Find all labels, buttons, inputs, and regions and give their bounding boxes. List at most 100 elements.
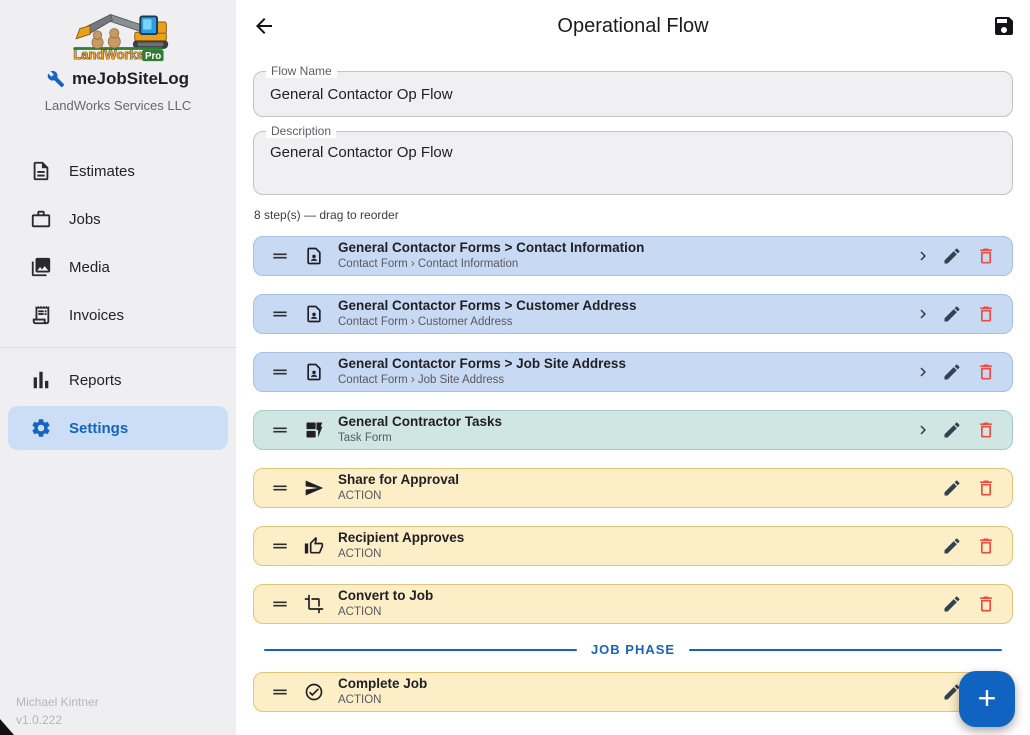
sidebar-item-label: Jobs xyxy=(69,210,101,228)
step-title: General Contactor Forms > Customer Addre… xyxy=(338,298,637,314)
divider-line xyxy=(689,648,1003,651)
cursor-artifact xyxy=(0,719,14,735)
logo-brand-text: LandWorks xyxy=(73,47,144,62)
sidebar-nav: Estimates Jobs Media Invoices Reports Se… xyxy=(0,145,236,454)
add-step-button[interactable]: + xyxy=(959,671,1015,727)
back-button[interactable] xyxy=(244,6,284,46)
photo-library-icon xyxy=(30,256,52,278)
sidebar-item-label: Estimates xyxy=(69,162,135,180)
delete-step-button[interactable] xyxy=(976,304,996,324)
step-subtitle: ACTION xyxy=(338,548,382,561)
document-icon xyxy=(30,160,52,182)
step-title: General Contactor Forms > Job Site Addre… xyxy=(338,356,626,372)
step-title: Recipient Approves xyxy=(338,530,465,546)
drag-handle-icon[interactable] xyxy=(270,304,290,324)
step-row[interactable]: Share for Approval ACTION xyxy=(253,468,1013,508)
delete-icon xyxy=(976,420,996,440)
step-subtitle: Contact Form › Job Site Address xyxy=(338,374,505,387)
step-row[interactable]: General Contactor Forms > Customer Addre… xyxy=(253,294,1013,334)
dynamic-form-icon xyxy=(304,420,324,440)
contact-page-icon xyxy=(304,362,324,382)
drag-handle-icon[interactable] xyxy=(270,682,290,702)
briefcase-icon xyxy=(30,208,52,230)
chevron-right-icon[interactable] xyxy=(914,247,932,265)
sidebar-item-reports[interactable]: Reports xyxy=(8,358,228,402)
edit-icon xyxy=(942,536,962,556)
step-row[interactable]: General Contactor Forms > Job Site Addre… xyxy=(253,352,1013,392)
delete-step-button[interactable] xyxy=(976,536,996,556)
step-subtitle: Contact Form › Customer Address xyxy=(338,316,513,329)
delete-step-button[interactable] xyxy=(976,594,996,614)
step-subtitle: ACTION xyxy=(338,606,382,619)
delete-icon xyxy=(976,594,996,614)
contact-page-icon xyxy=(304,304,324,324)
step-subtitle: Task Form xyxy=(338,432,392,445)
sidebar-item-label: Reports xyxy=(69,371,122,389)
step-row[interactable]: General Contactor Forms > Contact Inform… xyxy=(253,236,1013,276)
sidebar-item-settings[interactable]: Settings xyxy=(8,406,228,450)
page-title: Operational Flow xyxy=(557,14,709,37)
divider-line xyxy=(264,648,577,651)
step-subtitle: Contact Form › Contact Information xyxy=(338,258,519,271)
thumb-up-icon xyxy=(304,536,324,556)
sidebar-item-invoices[interactable]: Invoices xyxy=(8,293,228,337)
drag-handle-icon[interactable] xyxy=(270,594,290,614)
edit-step-button[interactable] xyxy=(942,682,962,702)
sidebar-item-estimates[interactable]: Estimates xyxy=(8,149,228,193)
chevron-right-icon[interactable] xyxy=(914,421,932,439)
delete-step-button[interactable] xyxy=(976,420,996,440)
edit-step-button[interactable] xyxy=(942,420,962,440)
edit-step-button[interactable] xyxy=(942,594,962,614)
gear-icon xyxy=(30,417,52,439)
chevron-right-icon[interactable] xyxy=(914,363,932,381)
edit-step-button[interactable] xyxy=(942,304,962,324)
receipt-icon xyxy=(30,304,52,326)
logo-pro-badge: Pro xyxy=(145,51,161,62)
drag-handle-icon[interactable] xyxy=(270,362,290,382)
send-icon xyxy=(304,478,324,498)
topbar: Operational Flow xyxy=(236,0,1030,52)
delete-step-button[interactable] xyxy=(976,362,996,382)
save-button[interactable] xyxy=(984,6,1024,46)
drag-handle-icon[interactable] xyxy=(270,246,290,266)
edit-icon xyxy=(942,246,962,266)
flow-name-label: Flow Name xyxy=(266,64,337,78)
sidebar-item-jobs[interactable]: Jobs xyxy=(8,197,228,241)
sidebar-item-media[interactable]: Media xyxy=(8,245,228,289)
drag-handle-icon[interactable] xyxy=(270,478,290,498)
edit-step-button[interactable] xyxy=(942,536,962,556)
flow-name-field[interactable]: Flow Name General Contactor Op Flow xyxy=(253,64,1013,117)
edit-step-button[interactable] xyxy=(942,362,962,382)
app-version: v1.0.222 xyxy=(16,712,63,727)
edit-icon xyxy=(942,594,962,614)
edit-icon xyxy=(942,304,962,324)
edit-step-button[interactable] xyxy=(942,478,962,498)
step-row[interactable]: Convert to Job ACTION xyxy=(253,584,1013,624)
edit-step-button[interactable] xyxy=(942,246,962,266)
step-row[interactable]: Complete Job ACTION xyxy=(253,672,1013,712)
steps-summary: 8 step(s) — drag to reorder xyxy=(254,208,399,222)
check-circle-icon xyxy=(304,682,324,702)
drag-handle-icon[interactable] xyxy=(270,420,290,440)
delete-icon xyxy=(976,246,996,266)
app-name: meJobSiteLog xyxy=(71,69,190,88)
edit-icon xyxy=(942,682,962,702)
sidebar-item-label: Settings xyxy=(69,419,129,437)
step-row[interactable]: General Contractor Tasks Task Form xyxy=(253,410,1013,450)
drag-handle-icon[interactable] xyxy=(270,536,290,556)
step-title: Complete Job xyxy=(338,676,428,692)
chevron-right-icon[interactable] xyxy=(914,305,932,323)
sidebar-item-label: Invoices xyxy=(69,306,125,324)
step-title: Share for Approval xyxy=(338,472,460,488)
step-subtitle: ACTION xyxy=(338,694,382,707)
delete-step-button[interactable] xyxy=(976,478,996,498)
description-field[interactable]: Description General Contactor Op Flow xyxy=(253,124,1013,195)
delete-step-button[interactable] xyxy=(976,246,996,266)
edit-icon xyxy=(942,420,962,440)
company-logo: LandWorks Pro xyxy=(0,0,236,62)
step-row[interactable]: Recipient Approves ACTION xyxy=(253,526,1013,566)
crop-icon xyxy=(304,594,324,614)
description-value: General Contactor Op Flow xyxy=(270,144,453,161)
job-phase-divider: JOB PHASE xyxy=(264,642,1003,657)
app-title: meJobSiteLog xyxy=(0,69,236,89)
